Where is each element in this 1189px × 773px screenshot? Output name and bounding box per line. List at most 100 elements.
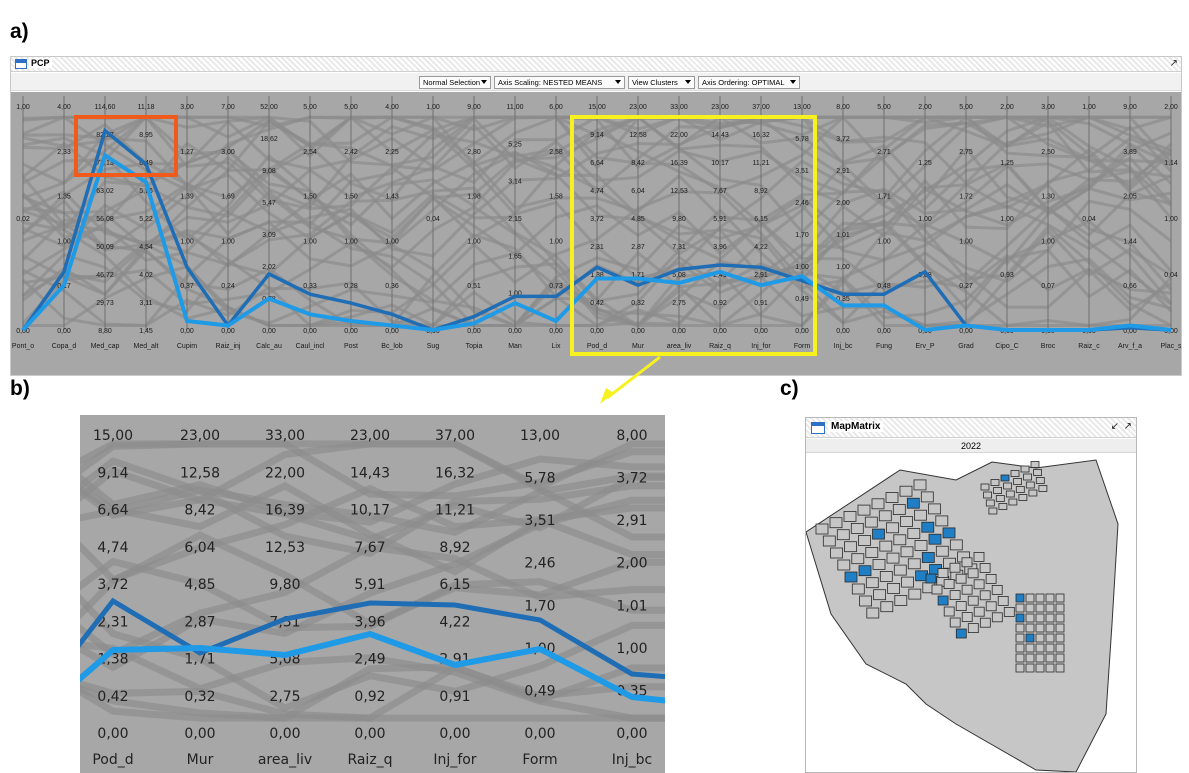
parcel[interactable] xyxy=(1003,606,1015,617)
parcel[interactable] xyxy=(961,612,973,623)
parcel[interactable] xyxy=(858,565,872,577)
parcel[interactable] xyxy=(1025,613,1035,623)
parcel[interactable] xyxy=(1025,623,1035,633)
parcel[interactable] xyxy=(973,606,985,617)
parcel[interactable] xyxy=(829,517,843,529)
parcel[interactable] xyxy=(1035,643,1045,653)
parcel[interactable] xyxy=(973,552,985,562)
parcel[interactable] xyxy=(1035,623,1045,633)
parcel[interactable] xyxy=(985,601,997,612)
parcel[interactable] xyxy=(1020,465,1030,473)
parcel[interactable] xyxy=(980,483,990,491)
parcel[interactable] xyxy=(990,479,1000,486)
parcel[interactable] xyxy=(851,583,865,595)
parcel[interactable] xyxy=(878,510,892,522)
parcel[interactable] xyxy=(913,479,927,491)
parcel[interactable] xyxy=(858,535,871,546)
parcel[interactable] xyxy=(914,509,927,521)
parcel[interactable] xyxy=(1035,477,1045,484)
parcel[interactable] xyxy=(893,564,907,576)
parcel[interactable] xyxy=(1055,633,1065,643)
parcel[interactable] xyxy=(1008,498,1018,506)
parcel[interactable] xyxy=(967,595,979,606)
parcel[interactable] xyxy=(893,534,907,546)
parcel[interactable] xyxy=(1045,623,1055,633)
parcel[interactable] xyxy=(850,523,864,534)
parcel[interactable] xyxy=(949,617,961,628)
parcel[interactable] xyxy=(1045,613,1055,623)
parcel[interactable] xyxy=(942,527,956,539)
parcel[interactable] xyxy=(1035,613,1045,623)
parcel[interactable] xyxy=(900,516,913,527)
axis-scaling-dropdown[interactable]: Axis Scaling: NESTED MEANS xyxy=(494,76,625,89)
parcel[interactable] xyxy=(1015,653,1025,663)
parcel[interactable] xyxy=(979,617,991,628)
parcel[interactable] xyxy=(1005,490,1015,498)
parcel[interactable] xyxy=(865,547,879,558)
parcel[interactable] xyxy=(967,623,979,634)
parcel[interactable] xyxy=(1003,482,1013,490)
parcel[interactable] xyxy=(886,522,899,534)
parcel[interactable] xyxy=(892,504,906,515)
parcel[interactable] xyxy=(1013,478,1023,485)
parcel[interactable] xyxy=(1055,643,1065,653)
parcel[interactable] xyxy=(1055,623,1065,633)
selected-record-light[interactable] xyxy=(80,630,665,704)
parcel[interactable] xyxy=(967,568,979,579)
parcel[interactable] xyxy=(961,584,973,595)
parcel[interactable] xyxy=(879,571,893,582)
selection-mode-dropdown[interactable]: Normal Selection xyxy=(419,76,491,89)
parcel[interactable] xyxy=(885,492,899,503)
parcel[interactable] xyxy=(985,574,997,584)
parcel[interactable] xyxy=(1025,633,1035,643)
parcel[interactable] xyxy=(1030,461,1040,468)
parcel[interactable] xyxy=(1055,593,1065,603)
parcel[interactable] xyxy=(1018,494,1028,501)
parcel[interactable] xyxy=(979,563,991,573)
parcel[interactable] xyxy=(1045,653,1055,663)
parcel[interactable] xyxy=(872,559,886,570)
parcel[interactable] xyxy=(900,546,914,558)
parcel[interactable] xyxy=(815,523,829,535)
maximize-window-icon[interactable]: ↗ xyxy=(1123,421,1132,432)
minimize-window-icon[interactable]: ↙ xyxy=(1110,421,1119,432)
parcel[interactable] xyxy=(931,584,943,595)
parcel[interactable] xyxy=(837,559,851,571)
parcel[interactable] xyxy=(1025,593,1035,603)
parcel[interactable] xyxy=(1028,489,1038,497)
parcel[interactable] xyxy=(908,588,922,600)
parcel[interactable] xyxy=(871,498,885,510)
parcel[interactable] xyxy=(1025,481,1035,489)
parcel[interactable] xyxy=(886,552,900,564)
parcel[interactable] xyxy=(1035,603,1045,613)
parcel[interactable] xyxy=(955,573,967,584)
restore-window-icon[interactable]: ↗ xyxy=(1169,58,1178,69)
parcel[interactable] xyxy=(949,539,963,551)
pcp-canvas[interactable]: 1,000,020,00Pont_o4,002,331,351,000,170,… xyxy=(11,92,1181,375)
parcel[interactable] xyxy=(866,607,880,619)
parcel[interactable] xyxy=(894,594,908,606)
parcel[interactable] xyxy=(880,601,894,613)
parcel[interactable] xyxy=(843,511,857,522)
parcel[interactable] xyxy=(937,595,949,606)
parcel[interactable] xyxy=(1045,663,1055,673)
parcel[interactable] xyxy=(961,557,973,568)
parcel[interactable] xyxy=(1015,633,1025,643)
parcel[interactable] xyxy=(988,507,998,515)
parcel[interactable] xyxy=(851,553,865,565)
parcel[interactable] xyxy=(907,558,921,570)
parcel[interactable] xyxy=(1015,643,1025,653)
map-canvas[interactable] xyxy=(806,454,1136,772)
parcel[interactable] xyxy=(1045,593,1055,603)
parcel[interactable] xyxy=(873,589,886,601)
parcel[interactable] xyxy=(983,491,993,499)
parcel[interactable] xyxy=(907,528,921,539)
parcel[interactable] xyxy=(1038,485,1048,492)
axis-ordering-dropdown[interactable]: Axis Ordering: OPTIMAL xyxy=(698,76,800,89)
parcel[interactable] xyxy=(1015,623,1025,633)
parcel[interactable] xyxy=(844,571,858,583)
parcel[interactable] xyxy=(865,577,879,589)
parcel[interactable] xyxy=(887,582,900,594)
parcel[interactable] xyxy=(943,579,955,589)
parcel[interactable] xyxy=(991,612,1003,623)
